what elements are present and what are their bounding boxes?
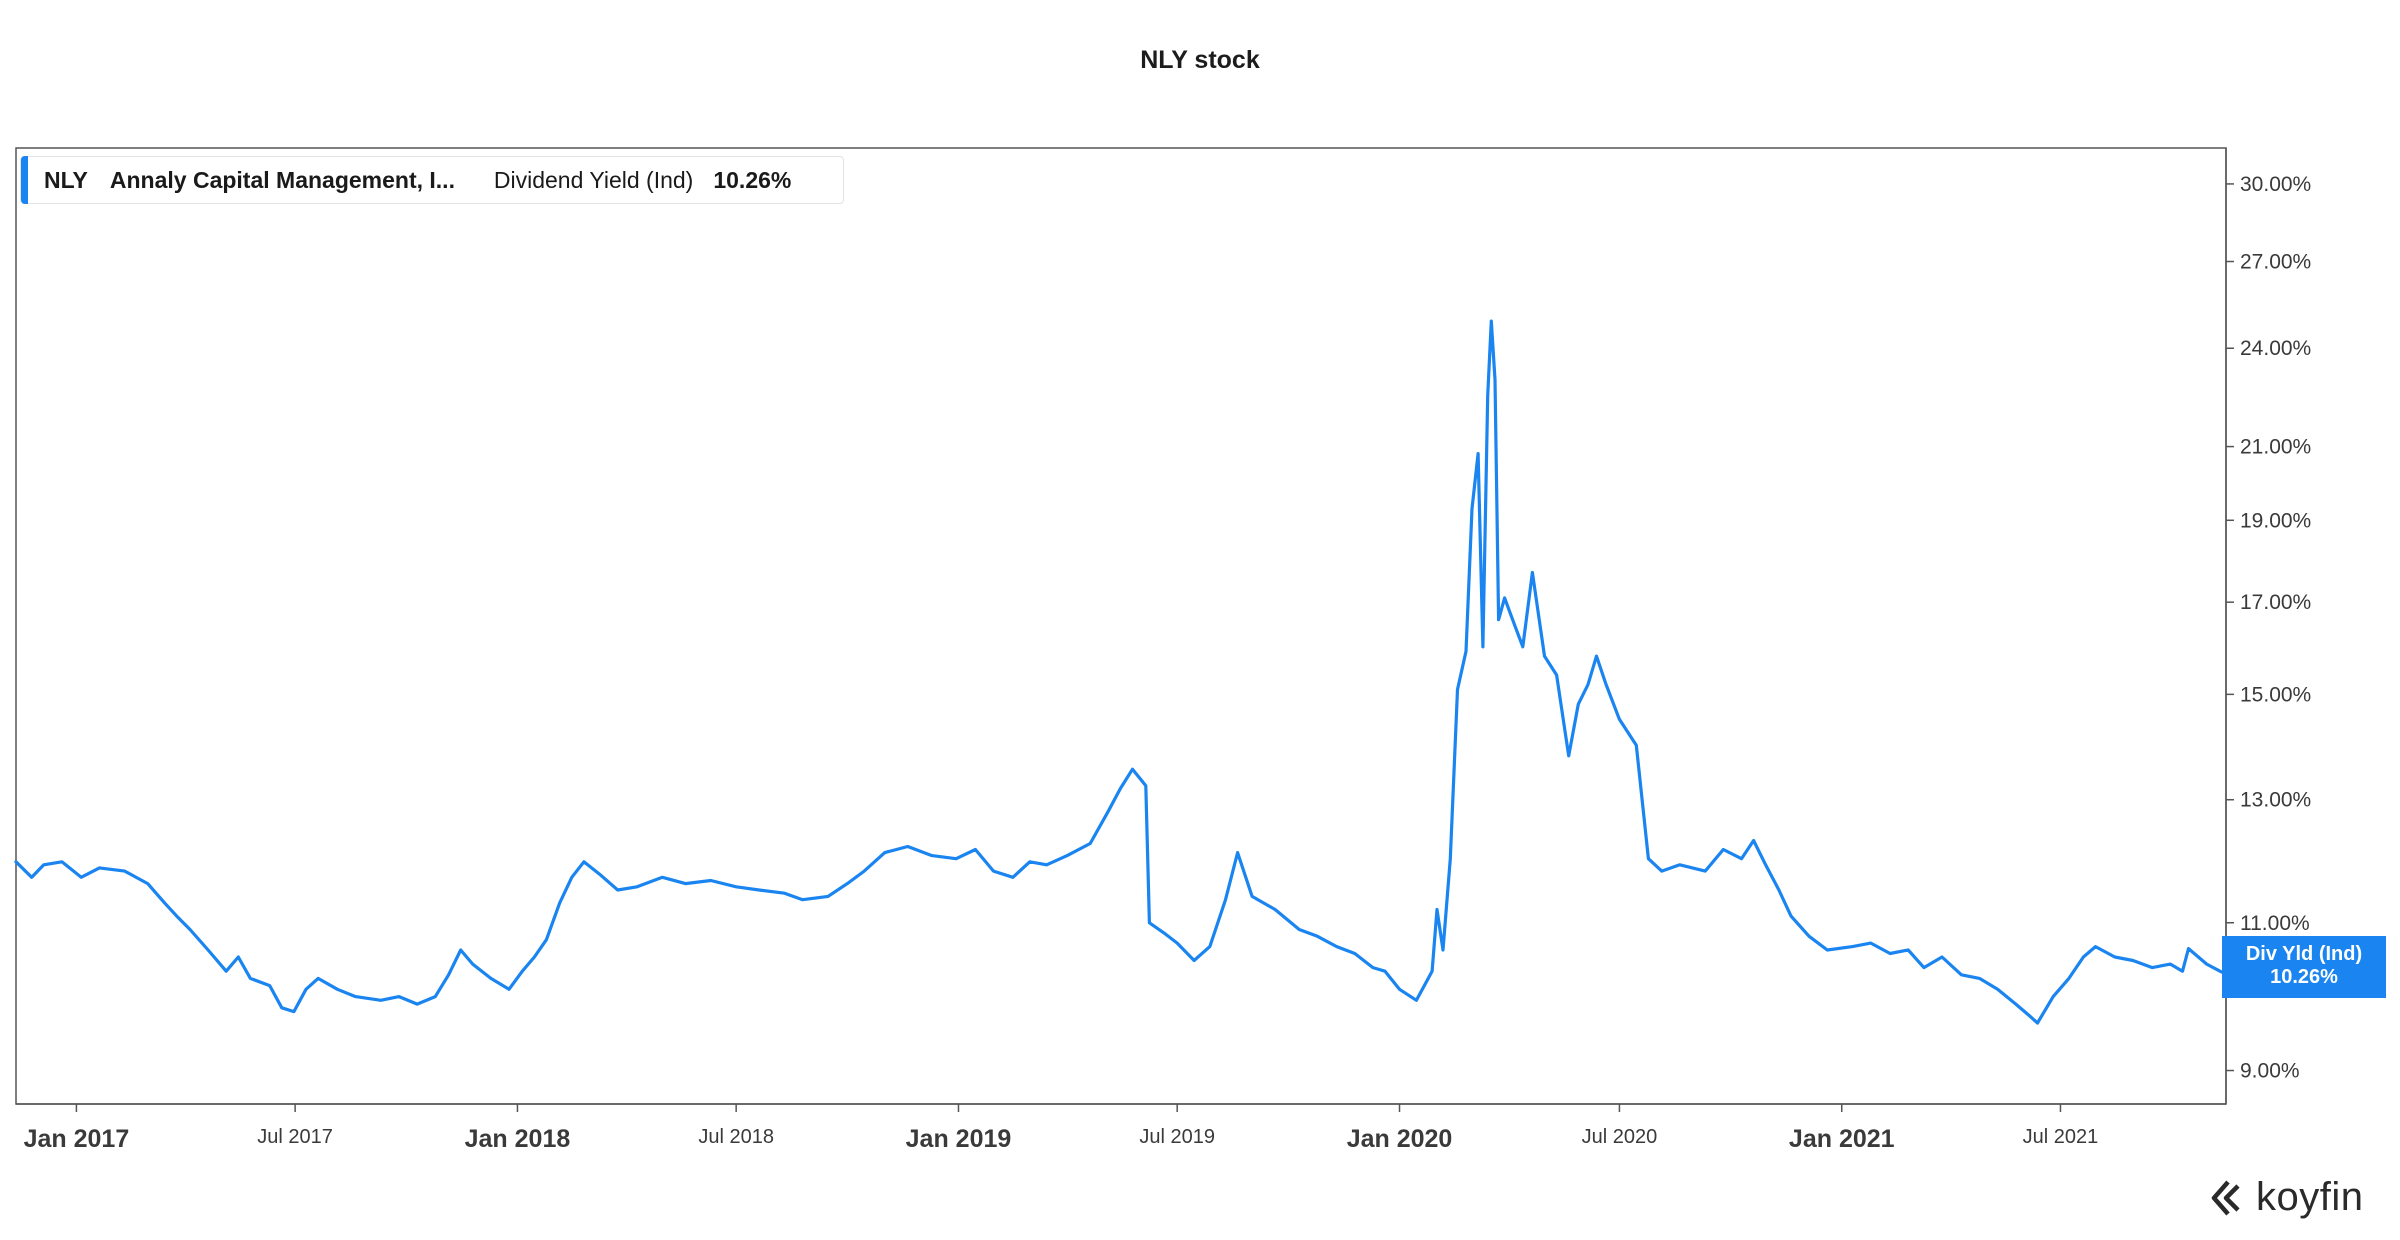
legend-company-name: Annaly Capital Management, I... [109, 166, 455, 193]
series-line-nly[interactable] [14, 319, 2228, 1025]
plot-frame [15, 147, 2227, 1105]
koyfin-logo: koyfin [2208, 1175, 2364, 1220]
legend-metric-label: Dividend Yield (Ind) [493, 166, 694, 193]
badge-value: 10.26% [2270, 966, 2338, 988]
x-tick-label: Jan 2017 [24, 1125, 130, 1153]
x-tick-label: Jul 2020 [1582, 1126, 1658, 1148]
x-tick-label: Jan 2019 [906, 1125, 1012, 1153]
y-tick-label: 15.00% [2240, 683, 2311, 706]
x-tick-label: Jul 2017 [257, 1126, 333, 1148]
y-tick-label: 19.00% [2240, 509, 2311, 532]
x-tick-label: Jul 2019 [1139, 1126, 1215, 1148]
chart-title: NLY stock [1140, 46, 1260, 74]
x-tick-label: Jan 2020 [1347, 1125, 1453, 1153]
y-tick-label: 13.00% [2240, 789, 2311, 812]
x-tick-label: Jul 2018 [698, 1126, 774, 1148]
y-tick-label: 9.00% [2240, 1060, 2300, 1083]
y-tick-label: 24.00% [2240, 337, 2311, 360]
legend[interactable]: NLY Annaly Capital Management, I... Divi… [20, 156, 844, 204]
y-axis-ticks: 30.00% 27.00% 24.00% 21.00% 19.00% 17.00% 15.0… [2226, 173, 2311, 1083]
y-tick-label: 30.00% [2240, 173, 2311, 196]
y-tick-label: 21.00% [2240, 436, 2311, 459]
y-tick-label: 27.00% [2240, 251, 2311, 274]
y-tick-label: 11.00% [2240, 912, 2310, 935]
x-tick-label: Jan 2018 [465, 1125, 571, 1153]
last-value-badge: Div Yld (Ind) 10.26% [2222, 936, 2386, 998]
x-tick-label: Jul 2021 [2023, 1126, 2099, 1148]
x-tick-label: Jan 2021 [1789, 1125, 1895, 1153]
legend-ticker: NLY [44, 166, 88, 193]
legend-color-swatch [21, 156, 28, 204]
legend-value: 10.26% [713, 166, 792, 193]
x-axis-ticks: Jan 2017 Jul 2017 Jan 2018 Jul 2018 Jan 2019… [24, 1104, 2099, 1153]
logo-text: koyfin [2256, 1175, 2364, 1219]
koyfin-logo-icon [2211, 1180, 2240, 1215]
y-tick-label: 17.00% [2240, 591, 2311, 614]
badge-label: Div Yld (Ind) [2245, 943, 2363, 965]
